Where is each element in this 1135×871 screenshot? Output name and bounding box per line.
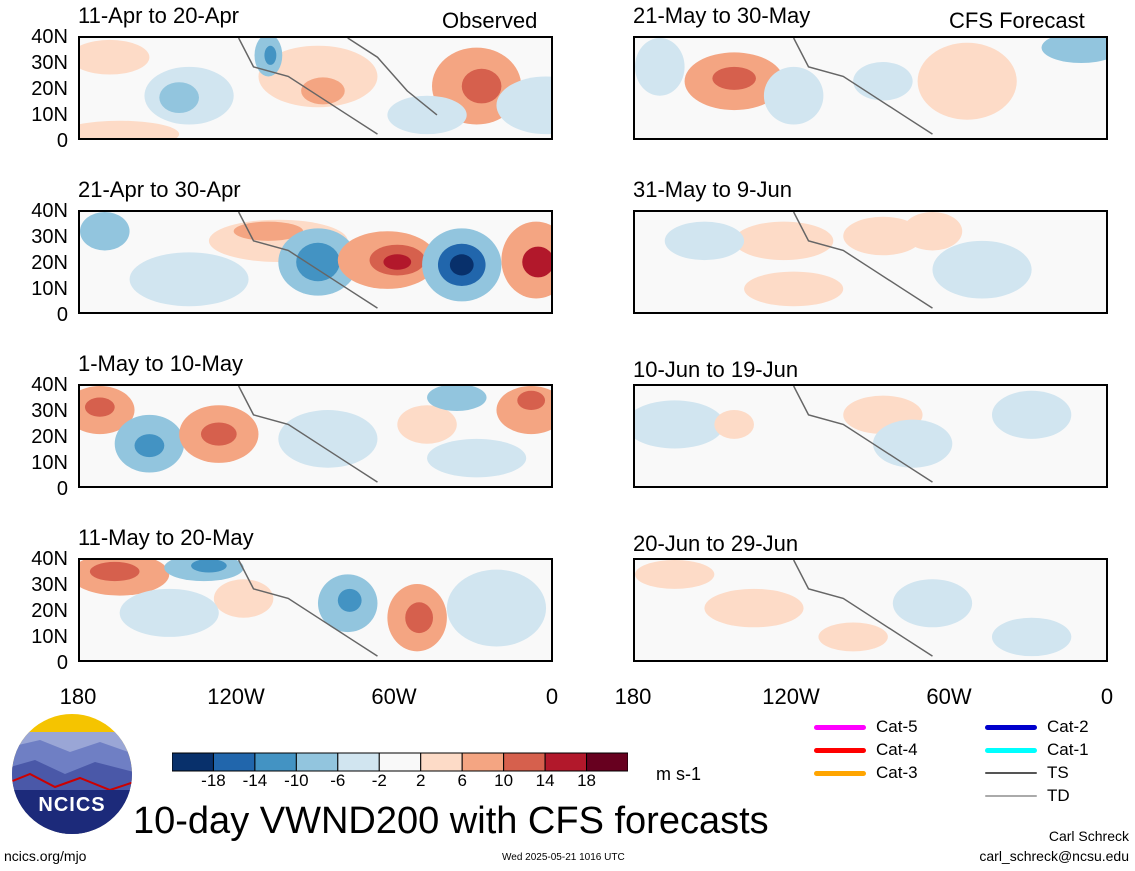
legend-swatch <box>814 770 866 776</box>
map-panel-fcst-1 <box>633 36 1108 140</box>
colorbar-swatch <box>503 752 546 772</box>
lat-tick: 30N <box>31 52 68 74</box>
main-title: 10-day VWND200 with CFS forecasts <box>133 800 769 842</box>
lat-tick: 10N <box>31 278 68 300</box>
colorbar-unit: m s-1 <box>656 764 701 784</box>
colorbar-tick-label: 14 <box>535 771 555 790</box>
legend-label: TS <box>1047 763 1069 782</box>
lon-tick: 60W <box>371 684 417 709</box>
forecast-label: CFS Forecast <box>949 8 1085 33</box>
map-panel-fcst-4 <box>633 558 1108 662</box>
footer-author: Carl Schreck <box>1048 828 1129 844</box>
legend-label: Cat-5 <box>876 717 918 736</box>
panel-title-fcst-2: 31-May to 9-Jun <box>633 177 792 202</box>
lon-tick: 120W <box>762 684 820 709</box>
lat-tick: 30N <box>31 400 68 422</box>
panel-title-obs-4: 11-May to 20-May <box>78 525 254 550</box>
legend-label: Cat-1 <box>1047 740 1089 759</box>
lat-tick: 20N <box>31 78 68 100</box>
lat-tick: 40N <box>31 548 68 570</box>
footer-url[interactable]: ncics.org/mjo <box>4 848 87 864</box>
lat-tick: 0 <box>56 478 68 500</box>
legend-swatch <box>985 747 1037 753</box>
colorbar-tick-label: 10 <box>494 771 514 790</box>
panel-title-obs-3: 1-May to 10-May <box>78 351 244 376</box>
observed-label: Observed <box>442 8 538 33</box>
legend-label: Cat-4 <box>876 740 918 759</box>
legend-swatch <box>814 724 866 730</box>
lon-tick: 0 <box>545 684 559 709</box>
panel-title-obs-1: 11-Apr to 20-Apr <box>78 3 240 28</box>
legend-label: Cat-3 <box>876 763 918 782</box>
lon-tick: 180 <box>59 684 97 709</box>
footer-timestamp: Wed 2025-05-21 1016 UTC <box>502 852 625 863</box>
lon-tick: 0 <box>1100 684 1114 709</box>
logo-text: NCICS <box>38 794 106 816</box>
lat-tick: 30N <box>31 226 68 248</box>
colorbar-swatch <box>212 752 256 772</box>
colorbar-swatch <box>378 752 422 772</box>
lat-tick: 20N <box>31 600 68 622</box>
lat-tick: 10N <box>31 104 68 126</box>
lat-tick: 40N <box>31 26 68 48</box>
lat-tick: 0 <box>56 652 68 674</box>
map-panel-obs-2 <box>78 210 553 314</box>
lat-tick: 10N <box>31 452 68 474</box>
lat-tick: 40N <box>31 374 68 396</box>
colorbar-tick-label: -18 <box>201 771 226 790</box>
legend-label: Cat-2 <box>1047 717 1089 736</box>
lat-tick: 30N <box>31 574 68 596</box>
lat-tick: 20N <box>31 426 68 448</box>
lat-tick: 40N <box>31 200 68 222</box>
colorbar-tick-label: -2 <box>371 771 387 790</box>
map-panel-obs-4 <box>78 558 553 662</box>
colorbar-swatch <box>171 752 214 772</box>
legend-swatch <box>814 747 866 753</box>
legend-label: TD <box>1047 786 1070 805</box>
colorbar-tick-label: 6 <box>457 771 467 790</box>
legend-swatch <box>985 724 1037 730</box>
colorbar-tick-label: -6 <box>330 771 346 790</box>
colorbar-swatch <box>295 752 339 772</box>
colorbar-tick-label: 18 <box>577 771 596 790</box>
map-panel-fcst-3 <box>633 384 1108 488</box>
colorbar-swatch <box>254 752 297 772</box>
lat-tick: 0 <box>56 304 68 326</box>
map-panel-obs-3 <box>78 384 553 488</box>
lon-tick: 60W <box>926 684 972 709</box>
colorbar-tick-label: -10 <box>284 771 309 790</box>
panel-title-obs-2: 21-Apr to 30-Apr <box>78 177 241 202</box>
panel-title-fcst-3: 10-Jun to 19-Jun <box>633 357 799 382</box>
lat-tick: 10N <box>31 626 68 648</box>
colorbar-swatch <box>586 752 629 772</box>
legend-swatch <box>985 772 1037 774</box>
lat-tick: 20N <box>31 252 68 274</box>
colorbar-swatch <box>420 752 463 772</box>
colorbar-tick-label: -14 <box>242 771 268 790</box>
map-panel-obs-1 <box>78 36 553 140</box>
colorbar-tick-label: 2 <box>415 771 426 790</box>
colorbar-swatch <box>461 752 505 772</box>
lat-tick: 0 <box>56 130 68 152</box>
ncics-logo: NCICS <box>10 712 134 836</box>
lon-tick: 180 <box>614 684 652 709</box>
colorbar-swatch <box>544 752 588 772</box>
panel-title-fcst-1: 21-May to 30-May <box>633 3 811 28</box>
panel-title-fcst-4: 20-Jun to 29-Jun <box>633 531 799 556</box>
colorbar-swatch <box>337 752 380 772</box>
legend-swatch <box>985 795 1037 797</box>
lon-tick: 120W <box>207 684 265 709</box>
map-panel-fcst-2 <box>633 210 1108 314</box>
footer-email[interactable]: carl_schreck@ncsu.edu <box>979 848 1129 864</box>
